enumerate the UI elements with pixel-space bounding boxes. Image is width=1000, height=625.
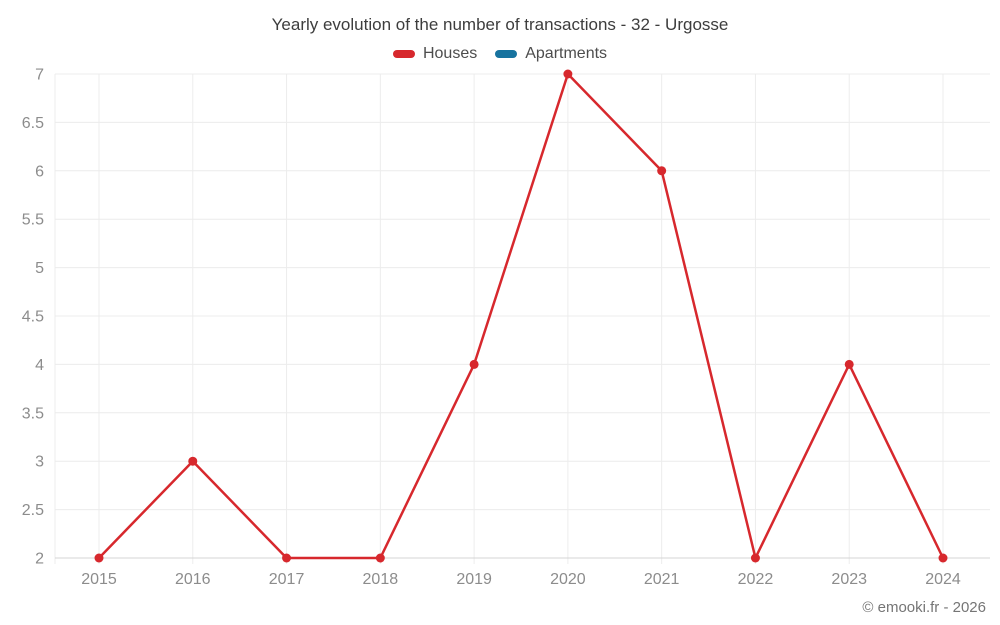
houses-data-point-2018[interactable] bbox=[375, 553, 385, 563]
legend-label-houses: Houses bbox=[422, 45, 478, 62]
y-tick-label: 3.5 bbox=[22, 405, 44, 422]
y-tick-label: 2 bbox=[35, 551, 44, 568]
x-tick-label: 2017 bbox=[269, 571, 305, 588]
x-tick-label: 2015 bbox=[81, 571, 117, 588]
houses-data-point-2020[interactable] bbox=[563, 69, 573, 79]
x-tick-label: 2023 bbox=[831, 571, 867, 588]
x-axis-labels: 2015 2016 2017 2018 2019 2020 2021 2022 2023 2024 bbox=[81, 571, 961, 588]
x-tick-label: 2022 bbox=[738, 571, 774, 588]
houses-data-point-2024[interactable] bbox=[938, 553, 948, 563]
legend-item-houses[interactable]: Houses bbox=[392, 45, 478, 63]
y-tick-label: 3 bbox=[35, 454, 44, 471]
legend-label-apartments: Apartments bbox=[525, 45, 608, 62]
y-tick-label: 2.5 bbox=[22, 502, 44, 519]
y-tick-label: 5.5 bbox=[22, 212, 44, 229]
x-tick-label: 2019 bbox=[456, 571, 492, 588]
x-tick-label: 2020 bbox=[550, 571, 586, 588]
y-tick-label: 4 bbox=[35, 357, 44, 374]
houses-data-point-2021[interactable] bbox=[657, 166, 667, 176]
houses-data-point-2023[interactable] bbox=[844, 359, 854, 369]
houses-series-swatch bbox=[392, 50, 415, 58]
houses-data-point-2015[interactable] bbox=[94, 553, 104, 563]
gridlines bbox=[54, 73, 990, 564]
x-tick-label: 2024 bbox=[925, 571, 961, 588]
copyright-credit: © emooki.fr - 2026 bbox=[862, 599, 986, 616]
x-tick-label: 2021 bbox=[644, 571, 680, 588]
houses-data-point-2022[interactable] bbox=[750, 553, 760, 563]
y-tick-label: 6.5 bbox=[22, 115, 44, 132]
chart-title: Yearly evolution of the number of transa… bbox=[271, 15, 729, 34]
legend-item-apartments[interactable]: Apartments bbox=[495, 45, 607, 63]
houses-data-point-2017[interactable] bbox=[282, 553, 292, 563]
apartments-series-swatch bbox=[495, 50, 518, 58]
houses-data-point-2016[interactable] bbox=[188, 456, 198, 466]
x-tick-label: 2018 bbox=[363, 571, 399, 588]
chart-legend: Houses Apartments bbox=[0, 45, 1000, 63]
y-axis-labels: 2 2.5 3 3.5 4 4.5 5 5.5 6 6.5 7 bbox=[22, 67, 44, 568]
houses-line bbox=[97, 72, 945, 560]
x-tick-label: 2016 bbox=[175, 571, 211, 588]
houses-data-point-2019[interactable] bbox=[469, 359, 479, 369]
y-tick-label: 7 bbox=[35, 67, 44, 84]
y-tick-label: 5 bbox=[35, 260, 44, 277]
y-tick-label: 4.5 bbox=[22, 309, 44, 326]
y-tick-label: 6 bbox=[35, 163, 44, 180]
